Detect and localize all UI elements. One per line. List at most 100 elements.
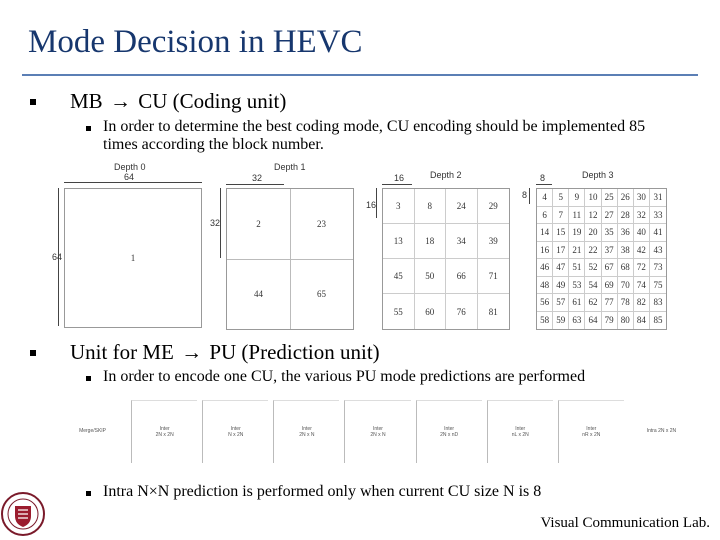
depth3-cell: 38 [617, 241, 634, 259]
depth3-cell: 11 [569, 206, 586, 224]
depth3-cell: 54 [585, 276, 602, 294]
pu-mode-strip: Merge/SKIP Inter 2N x 2N Inter N x 2N Inter… [60, 400, 700, 463]
title-divider [22, 74, 698, 76]
depth3-cell: 5 [553, 189, 570, 207]
depth1-block: 2 23 44 65 [226, 188, 354, 330]
depth3-cell: 80 [618, 311, 634, 329]
depth2-cell: 13 [383, 224, 415, 259]
sub-bullet-marker [86, 491, 91, 496]
depth3-side: 8 [522, 190, 528, 200]
depth3-cell: 42 [633, 241, 650, 259]
depth3-cell: 32 [633, 206, 650, 224]
depth3-cell: 46 [537, 259, 554, 277]
depth3-cell: 26 [617, 189, 634, 207]
arrow-icon: → [181, 340, 203, 364]
depth3-cell: 62 [585, 294, 602, 312]
pu-mode-item: Inter N x 2N [202, 400, 269, 463]
depth3-cell: 40 [633, 224, 650, 242]
depth3-cell: 58 [537, 311, 554, 329]
depth3-cell: 36 [617, 224, 634, 242]
depth0-size: 64 [124, 172, 135, 182]
depth0-side: 64 [52, 252, 63, 262]
depth3-cell: 49 [553, 276, 570, 294]
depth0-label: Depth 0 [114, 162, 146, 172]
depth3-cell: 82 [633, 294, 650, 312]
depth3-cell: 85 [653, 315, 663, 326]
depth3-cell: 30 [633, 189, 650, 207]
depth3-cell: 69 [601, 276, 618, 294]
depth1-label: Depth 1 [274, 162, 306, 172]
depth1-side: 32 [210, 218, 221, 228]
depth3-cell: 22 [585, 241, 602, 259]
depth3-cell: 21 [569, 241, 586, 259]
depth3-cell: 25 [601, 189, 618, 207]
depth3-cell: 20 [585, 224, 602, 242]
depth3-cell: 37 [601, 241, 618, 259]
depth3-cell: 84 [634, 311, 650, 329]
bullet-cu-pre: MB [70, 89, 103, 113]
depth3-cell: 52 [585, 259, 602, 277]
depth2-height-arrow [376, 188, 377, 218]
depth2-cell: 50 [414, 259, 446, 294]
pu-mode-item: Merge/SKIP [79, 428, 107, 434]
depth3-block: 4 5 9 10 25 26 30 31 6 7 11 12 27 28 32 33 14 15 19 20 35 36 4… [536, 188, 667, 330]
depth2-cell: 39 [477, 224, 509, 259]
depth3-cell: 67 [601, 259, 618, 277]
depth2-cell: 71 [477, 259, 509, 294]
depth3-cell: 61 [569, 294, 586, 312]
lab-name-footer: Visual Communication Lab. [540, 515, 711, 531]
depth2-label: Depth 2 [430, 170, 462, 180]
depth3-cell: 57 [553, 294, 570, 312]
depth3-cell: 14 [537, 224, 554, 242]
pu-mode-item: Inter 2N x 2N [131, 400, 198, 463]
depth2-side: 16 [366, 200, 377, 210]
depth2-cell: 55 [383, 294, 415, 329]
depth1-cell: 44 [254, 289, 263, 299]
depth2-cell: 3 [383, 189, 415, 224]
depth3-label: Depth 3 [582, 170, 614, 180]
sub-bullet-marker [86, 126, 91, 131]
depth3-cell: 4 [537, 189, 554, 207]
depth3-cell: 77 [601, 294, 618, 312]
depth3-cell: 48 [537, 276, 554, 294]
depth3-cell: 12 [585, 206, 602, 224]
depth3-cell: 79 [602, 311, 618, 329]
depth0-width-arrow [64, 182, 202, 183]
pu-mode-item: Inter nL x 2N [486, 400, 553, 463]
depth3-height-arrow [529, 188, 530, 204]
cu-depth-diagram: Depth 0 64 64 1 Depth 1 32 32 2 23 44 65… [52, 160, 672, 332]
depth0-block: 1 [64, 188, 202, 328]
depth1-height-arrow [220, 188, 221, 258]
depth1-size: 32 [252, 173, 263, 183]
depth3-cell: 75 [649, 277, 666, 294]
depth3-cell: 43 [649, 242, 666, 259]
arrow-icon: → [109, 89, 131, 113]
pu-description: In order to encode one CU, the various P… [103, 368, 586, 385]
depth3-cell: 47 [553, 259, 570, 277]
pu-mode-item: Inter 2N x nD [415, 400, 482, 463]
bullet-cu: MB → CU (Coding unit) [70, 89, 286, 114]
depth2-cell: 60 [415, 294, 446, 329]
bullet-marker [30, 350, 36, 356]
depth3-cell: 10 [585, 189, 602, 207]
depth3-cell: 74 [633, 276, 650, 294]
depth3-size: 8 [540, 173, 546, 183]
depth3-cell: 72 [633, 259, 650, 277]
sub-bullet-marker [86, 376, 91, 381]
depth2-cell: 8 [414, 189, 446, 224]
depth3-width-arrow [536, 184, 552, 185]
depth3-cell: 6 [537, 206, 554, 224]
depth3-cell: 70 [617, 276, 634, 294]
depth3-cell: 33 [649, 207, 666, 224]
depth0-height-arrow [58, 188, 59, 326]
depth3-cell: 16 [537, 241, 554, 259]
depth2-cell: 81 [488, 306, 498, 317]
depth2-size: 16 [394, 173, 405, 183]
depth3-cell: 73 [649, 259, 666, 277]
depth2-cell: 45 [383, 259, 415, 294]
pu-mode-item: Intra 2N x 2N [646, 428, 677, 434]
depth1-width-arrow [226, 184, 284, 185]
depth2-cell: 34 [446, 224, 478, 259]
page-title: Mode Decision in HEVC [28, 24, 363, 60]
pu-mode-item: Inter 2N x N [273, 400, 340, 463]
